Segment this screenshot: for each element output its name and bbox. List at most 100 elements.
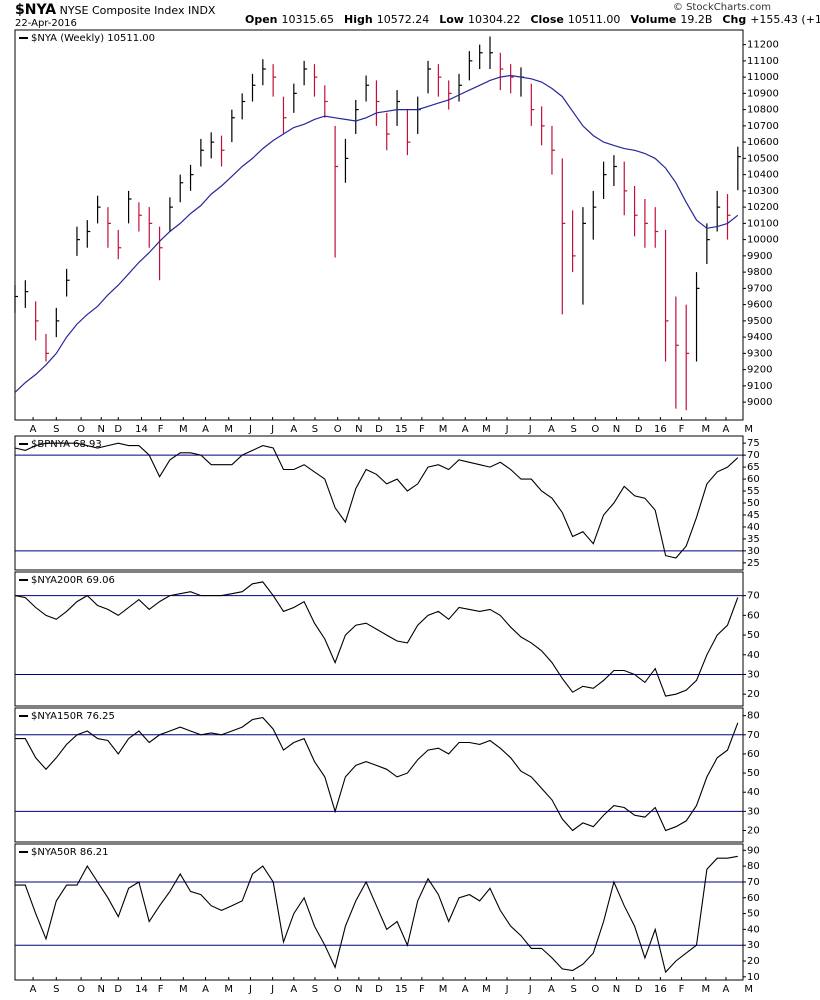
quote-value: +155.43 (+1.50%) [750,13,820,26]
y-tick-label: 35 [747,534,760,545]
indicator-line [14,581,739,697]
y-tick-label: 80 [747,861,760,872]
x-tick-label: M [179,984,188,995]
x-tick-label: 16 [654,424,667,435]
x-tick-label: F [158,424,164,435]
y-tick-label: 60 [747,893,760,904]
x-tick-label: N [355,424,362,435]
y-tick-label: 10300 [747,186,779,197]
y-tick-label: 9400 [747,332,772,343]
y-tick-label: 90 [747,845,760,856]
x-tick-label: N [355,984,362,995]
x-tick-label: D [375,424,383,435]
x-tick-label: M [702,984,711,995]
symbol: $NYA [15,2,57,18]
x-tick-label: J [528,424,532,435]
y-tick-label: 9100 [747,381,772,392]
y-tick-label: 60 [747,474,760,485]
x-tick-label: M [744,984,753,995]
y-tick-label: 80 [747,711,760,722]
y-tick-label: 40 [747,522,760,533]
panel-frame [14,29,744,421]
y-tick-label: 10400 [747,170,779,181]
x-tick-label: M [482,424,491,435]
indicator-line [14,442,739,559]
x-tick-label: D [635,984,643,995]
y-tick-label: 55 [747,486,760,497]
y-tick-label: 60 [747,749,760,760]
panel-frame [14,707,744,843]
moving-average [14,74,739,393]
x-tick-label: A [202,424,209,435]
quote-label: Close [530,13,564,26]
x-tick-label: M [224,984,233,995]
x-tick-label: S [312,424,318,435]
y-tick-label: 10 [747,972,760,983]
x-tick-label: 16 [654,984,667,995]
x-tick-label: N [613,424,620,435]
indicator-line [15,855,738,974]
x-tick-label: D [635,424,643,435]
y-tick-label: 9300 [747,348,772,359]
x-tick-label: 15 [395,424,408,435]
y-tick-label: 9800 [747,267,772,278]
panel-frame [14,435,744,571]
x-tick-label: M [179,424,188,435]
x-tick-label: J [528,984,532,995]
x-tick-label: D [114,424,122,435]
y-tick-label: 11100 [747,56,779,67]
y-tick-label: 11200 [747,40,779,51]
y-tick-label: 40 [747,924,760,935]
y-tick-label: 10200 [747,202,779,213]
x-tick-label: A [548,424,555,435]
y-tick-label: 50 [747,909,760,920]
x-tick-label: A [548,984,555,995]
x-tick-label: O [77,424,85,435]
x-tick-label: J [248,424,252,435]
legend-label: $NYA200R 69.06 [31,575,115,586]
y-tick-label: 10100 [747,218,779,229]
x-tick-label: S [53,424,59,435]
y-tick-label: 20 [747,826,760,837]
y-tick-label: 9600 [747,300,772,311]
y-tick-label: 75 [747,438,760,449]
x-tick-label: M [702,424,711,435]
legend-label: $NYA150R 76.25 [31,711,115,722]
y-tick-label: 70 [747,450,760,461]
y-tick-label: 50 [747,630,760,641]
x-tick-label: F [679,984,685,995]
y-tick-label: 70 [747,591,760,602]
x-tick-label: O [334,984,342,995]
x-tick-label: M [224,424,233,435]
y-tick-label: 9000 [747,397,772,408]
x-tick-label: J [270,984,274,995]
y-tick-label: 45 [747,510,760,521]
x-tick-label: S [570,424,576,435]
y-tick-label: 10000 [747,235,779,246]
y-tick-label: 25 [747,558,760,569]
y-tick-label: 40 [747,787,760,798]
quote: Open 10315.65 High 10572.24 Low 10304.22 Close… [245,13,820,26]
x-tick-label: J [505,984,509,995]
panel-frame [14,571,744,707]
y-tick-label: 70 [747,730,760,741]
x-tick-label: O [334,424,342,435]
x-tick-label: A [30,424,37,435]
x-tick-label: A [290,424,297,435]
x-tick-label: A [723,984,730,995]
x-tick-label: F [419,424,425,435]
x-tick-label: F [679,424,685,435]
y-tick-label: 50 [747,498,760,509]
quote-label: Low [439,13,464,26]
y-tick-label: 10600 [747,137,779,148]
y-tick-label: 20 [747,689,760,700]
x-tick-label: N [97,984,104,995]
y-tick-label: 50 [747,768,760,779]
x-tick-label: S [53,984,59,995]
x-tick-label: 14 [135,984,148,995]
y-tick-label: 20 [747,956,760,967]
y-tick-label: 9700 [747,283,772,294]
quote-value: 10304.22 [467,13,521,26]
x-tick-label: D [114,984,122,995]
